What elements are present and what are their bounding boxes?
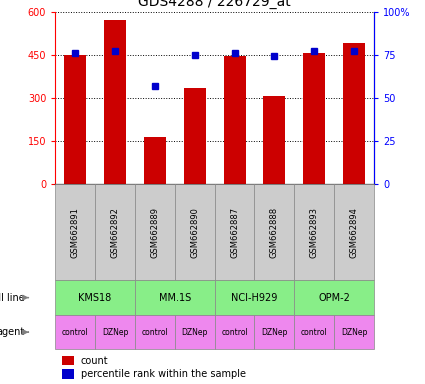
Bar bbox=[255, 315, 294, 349]
Text: DZNep: DZNep bbox=[102, 328, 128, 337]
Bar bbox=[294, 280, 374, 315]
Text: control: control bbox=[142, 328, 168, 337]
Bar bbox=[55, 315, 95, 349]
Text: control: control bbox=[301, 328, 328, 337]
Bar bbox=[175, 184, 215, 280]
Text: MM.1S: MM.1S bbox=[159, 293, 191, 303]
Text: NCI-H929: NCI-H929 bbox=[231, 293, 278, 303]
Text: GSM662888: GSM662888 bbox=[270, 207, 279, 258]
Bar bbox=[95, 315, 135, 349]
Bar bbox=[55, 280, 135, 315]
Text: agent: agent bbox=[0, 327, 25, 337]
Text: GSM662891: GSM662891 bbox=[71, 207, 79, 258]
Text: GSM662890: GSM662890 bbox=[190, 207, 199, 258]
Bar bbox=[62, 369, 74, 379]
Bar bbox=[343, 43, 365, 184]
Bar bbox=[215, 184, 255, 280]
Bar bbox=[255, 184, 294, 280]
Bar bbox=[215, 280, 294, 315]
Bar bbox=[64, 55, 86, 184]
Text: control: control bbox=[221, 328, 248, 337]
Text: DZNep: DZNep bbox=[261, 328, 288, 337]
Bar bbox=[135, 315, 175, 349]
Bar bbox=[175, 315, 215, 349]
Text: GSM662893: GSM662893 bbox=[310, 207, 319, 258]
Bar bbox=[144, 137, 166, 184]
Text: GSM662887: GSM662887 bbox=[230, 207, 239, 258]
Bar bbox=[135, 280, 215, 315]
Bar bbox=[104, 20, 126, 184]
Text: count: count bbox=[81, 356, 108, 366]
Text: KMS18: KMS18 bbox=[79, 293, 112, 303]
Bar bbox=[215, 315, 255, 349]
Bar bbox=[224, 56, 246, 184]
Text: GSM662892: GSM662892 bbox=[110, 207, 119, 258]
Bar bbox=[334, 315, 374, 349]
Bar bbox=[334, 184, 374, 280]
Bar bbox=[303, 53, 325, 184]
Text: DZNep: DZNep bbox=[181, 328, 208, 337]
Bar bbox=[135, 184, 175, 280]
Text: percentile rank within the sample: percentile rank within the sample bbox=[81, 369, 246, 379]
Bar bbox=[294, 315, 334, 349]
Bar bbox=[184, 88, 206, 184]
Bar bbox=[95, 184, 135, 280]
Text: GSM662889: GSM662889 bbox=[150, 207, 159, 258]
Bar bbox=[264, 96, 285, 184]
Text: DZNep: DZNep bbox=[341, 328, 367, 337]
Text: OPM-2: OPM-2 bbox=[318, 293, 350, 303]
Title: GDS4288 / 226729_at: GDS4288 / 226729_at bbox=[138, 0, 291, 9]
Bar bbox=[294, 184, 334, 280]
Bar bbox=[55, 184, 95, 280]
Text: control: control bbox=[62, 328, 88, 337]
Text: cell line: cell line bbox=[0, 293, 25, 303]
Text: GSM662894: GSM662894 bbox=[350, 207, 359, 258]
Bar bbox=[62, 356, 74, 366]
